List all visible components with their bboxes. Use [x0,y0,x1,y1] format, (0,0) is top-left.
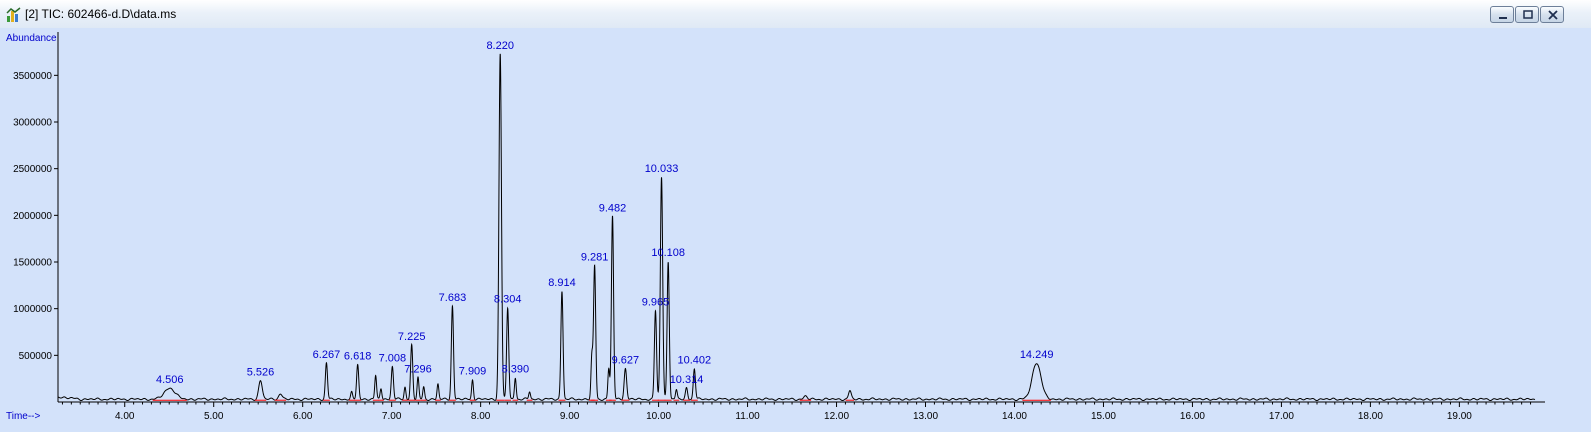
x-tick-label: 13.00 [913,411,938,422]
y-tick-label: 3500000 [13,71,52,82]
chromatogram-app-icon [6,7,22,23]
peak-label: 6.267 [313,349,341,361]
x-tick-label: 4.00 [115,411,135,422]
y-tick-label: 3000000 [13,118,52,129]
tic-chromatogram: 500000 1000000 1500000 2000000 2500000 300000… [6,32,1545,422]
x-tick-label: 18.00 [1358,411,1383,422]
plot-background [58,38,1535,402]
peak-label: 9.482 [599,202,627,214]
peak-label: 5.526 [247,367,275,379]
x-tick-label: 19.00 [1447,411,1472,422]
x-tick-label: 14.00 [1002,411,1027,422]
chromatogram-plot-area[interactable]: 500000 1000000 1500000 2000000 2500000 300000… [0,28,1591,432]
x-tick-label: 5.00 [204,411,224,422]
peak-label: 8.914 [548,277,576,289]
y-tick-label: 2500000 [13,164,52,175]
peak-label: 8.220 [486,40,514,52]
y-tick-label: 2000000 [13,211,52,222]
x-tick-label: 16.00 [1180,411,1205,422]
peak-label: 10.314 [670,374,704,386]
close-button[interactable] [1540,6,1564,23]
peak-label: 8.304 [494,294,522,306]
peak-label: 7.683 [439,292,467,304]
x-axis-title: Time--> [6,411,41,422]
peak-label: 9.965 [642,297,670,309]
peak-label: 8.390 [502,364,530,376]
window-titlebar[interactable]: [2] TIC: 602466-d.D\data.ms [0,0,1591,29]
x-tick-label: 12.00 [824,411,849,422]
peak-label: 7.225 [398,331,426,343]
window-title: [2] TIC: 602466-d.D\data.ms [25,7,177,21]
x-tick-label: 8.00 [471,411,491,422]
x-tick-label: 10.00 [646,411,671,422]
x-tick-label: 17.00 [1269,411,1294,422]
y-tick-label: 1000000 [13,304,52,315]
peak-label: 14.249 [1020,349,1054,361]
peak-label: 7.909 [459,366,487,378]
peak-label: 7.296 [404,364,432,376]
restore-button[interactable] [1515,6,1539,23]
y-tick-label: 500000 [19,351,53,362]
peak-label: 4.506 [156,374,184,386]
restore-icon [1523,10,1533,19]
x-tick-label: 9.00 [560,411,580,422]
peak-label: 7.008 [379,353,407,365]
minimize-button[interactable] [1490,6,1514,23]
tic-trace [57,53,1536,402]
peak-label: 6.618 [344,351,372,363]
x-tick-label: 7.00 [382,411,402,422]
peak-label: 10.033 [645,163,679,175]
minimize-icon [1499,17,1507,19]
x-tick-label: 11.00 [735,411,760,422]
peak-label: 10.108 [651,247,685,259]
y-axis-title: Abundance [6,33,57,44]
peak-label: 9.281 [581,252,609,264]
peak-label: 10.402 [678,354,712,366]
y-tick-label: 1500000 [13,258,52,269]
x-tick-label: 15.00 [1091,411,1116,422]
peak-label: 9.627 [612,354,640,366]
close-icon [1548,10,1558,20]
x-tick-label: 6.00 [293,411,313,422]
